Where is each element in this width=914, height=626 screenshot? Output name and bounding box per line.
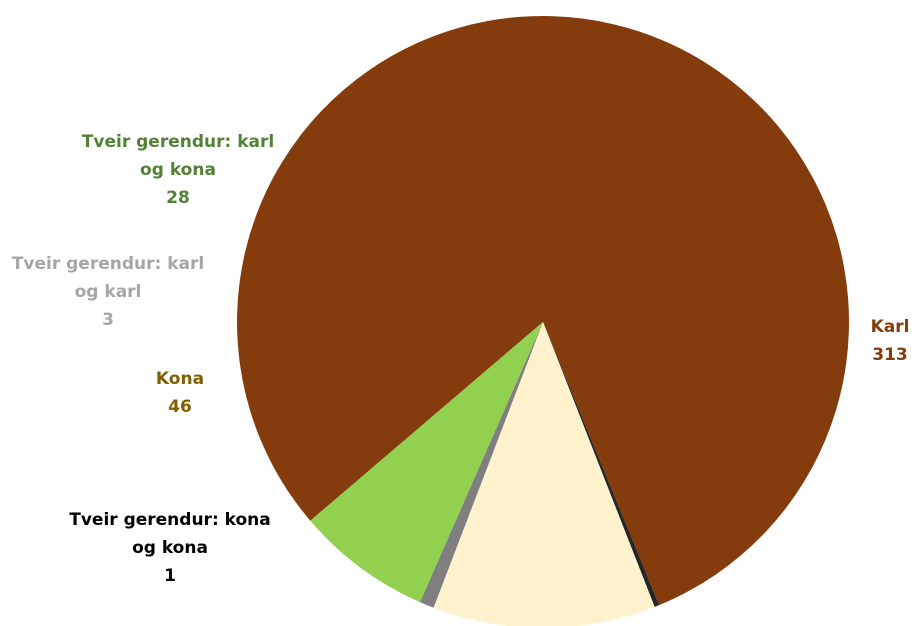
label-kona-name: Kona — [155, 369, 205, 389]
label-kona: Kona 46 — [156, 365, 204, 421]
pie-slice-tveir-gerendur-kona-og-kona — [543, 322, 660, 607]
label-karl-og-kona-value: 28 — [166, 188, 190, 208]
pie-slice-tveir-gerendur-karl-og-kona — [310, 322, 543, 603]
label-kona-og-kona-line2: og kona — [132, 538, 208, 558]
pie-slice-kona — [433, 322, 655, 626]
pie-slice-karl — [237, 15, 850, 606]
pie-slice-tveir-gerendur-karl-og-karl — [419, 322, 543, 608]
pie-slices — [237, 15, 850, 626]
label-karl-og-kona: Tveir gerendur: karl og kona 28 — [82, 128, 274, 212]
label-karl-value: 313 — [872, 345, 908, 365]
label-karl-og-karl-line1: Tveir gerendur: karl — [11, 254, 205, 274]
label-karl-og-karl-value: 3 — [102, 310, 114, 330]
label-kona-og-kona-value: 1 — [164, 566, 176, 586]
label-kona-og-kona: Tveir gerendur: kona og kona 1 — [69, 506, 271, 590]
label-karl-og-karl-line2: og karl — [74, 282, 142, 302]
label-karl-name: Karl — [870, 317, 910, 337]
label-kona-value: 46 — [168, 397, 192, 417]
label-karl-og-karl: Tveir gerendur: karl og karl 3 — [12, 250, 204, 334]
label-kona-og-kona-line1: Tveir gerendur: kona — [69, 510, 271, 530]
label-karl: Karl 313 — [871, 313, 910, 369]
label-karl-og-kona-line2: og kona — [140, 160, 216, 180]
label-karl-og-kona-line1: Tveir gerendur: karl — [81, 132, 275, 152]
